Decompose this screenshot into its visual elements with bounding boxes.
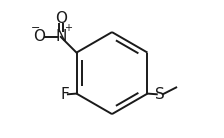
- Text: S: S: [155, 87, 165, 102]
- Text: O: O: [55, 11, 67, 26]
- Text: N: N: [55, 29, 67, 44]
- Text: +: +: [64, 23, 72, 33]
- Text: F: F: [60, 87, 69, 102]
- Text: O: O: [34, 29, 46, 44]
- Text: −: −: [31, 23, 40, 34]
